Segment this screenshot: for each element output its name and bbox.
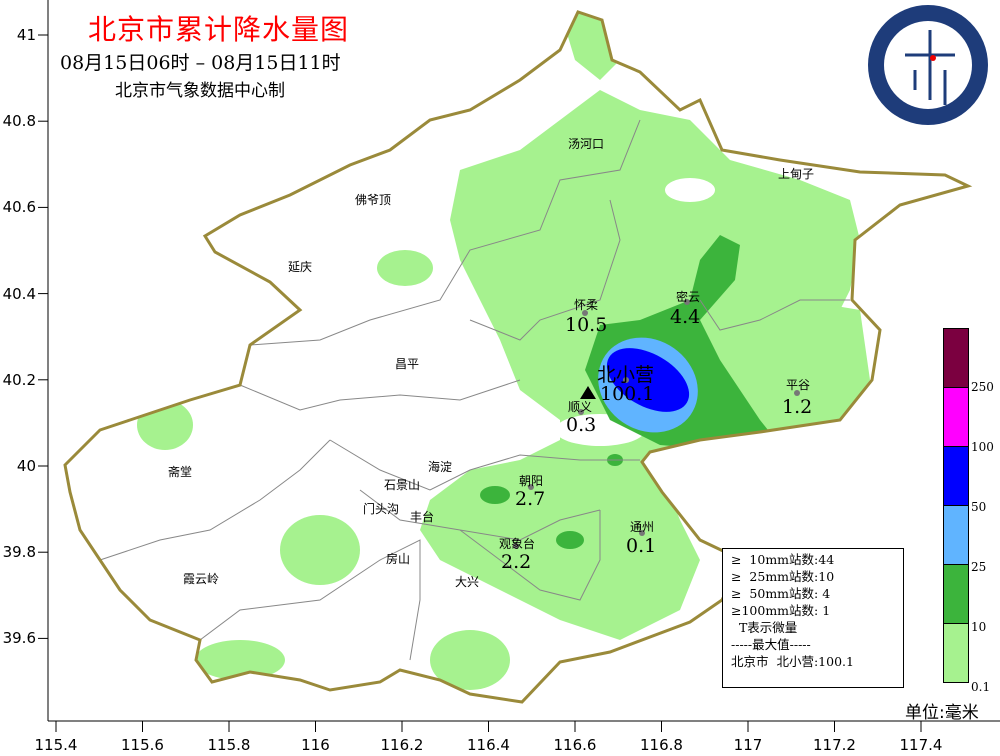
x-tick-label: 116.8	[640, 736, 683, 754]
place-label: 延庆	[288, 260, 313, 274]
axis-ticks	[38, 34, 922, 732]
station-value: 10.5	[565, 314, 608, 336]
station-value: 2.7	[515, 488, 546, 510]
rain-0.1-10	[560, 12, 620, 80]
x-tick-label: 115.4	[34, 736, 78, 754]
legend-line: ≥ 50mm站数: 4	[731, 586, 831, 601]
max-station-triangle-icon	[580, 386, 596, 399]
colorbar-label: 10	[971, 620, 987, 634]
colorbar-swatch	[943, 447, 969, 506]
x-tick-label: 116.4	[467, 736, 510, 754]
colorbar-label: 100	[971, 440, 994, 454]
station-dots	[513, 299, 800, 549]
station-value: 4.4	[670, 306, 701, 328]
y-tick-label: 40	[16, 457, 36, 475]
map-title: 北京市累计降水量图	[88, 13, 350, 46]
station-value: 2.2	[501, 551, 532, 573]
colorbar-swatch	[943, 328, 969, 388]
stats-legend: ≥ 10mm站数:44 ≥ 25mm站数:10 ≥ 50mm站数: 4 ≥100…	[722, 548, 904, 688]
place-label: 霞云岭	[183, 572, 220, 586]
legend-line: ≥ 10mm站数:44	[731, 552, 835, 567]
district-boundaries	[99, 119, 850, 661]
unit-label: 单位:毫米	[905, 703, 979, 723]
y-tick-label: 41	[16, 26, 36, 44]
place-label: 昌平	[395, 357, 420, 371]
legend-line: 北京市 北小营:100.1	[731, 654, 854, 669]
legend-line: ≥100mm站数: 1	[731, 603, 831, 618]
place-label: 石景山	[384, 478, 421, 492]
station-value: 100.1	[600, 383, 655, 405]
station-name: 观象台	[499, 537, 536, 551]
colorbar-label: 0.1	[971, 680, 991, 694]
rain-0.1-10	[730, 300, 870, 430]
legend-line: T表示微量	[731, 620, 798, 635]
place-label: 斋堂	[168, 465, 193, 479]
rain-10-25	[556, 531, 584, 549]
place-label: 佛爷顶	[355, 193, 392, 207]
x-tick-label: 117.4	[899, 736, 943, 754]
x-tick-label: 117.2	[813, 736, 856, 754]
colorbar-swatch	[943, 624, 969, 683]
place-label: 上甸子	[778, 167, 815, 181]
place-label: 大兴	[455, 575, 480, 589]
colorbar-swatch	[943, 388, 969, 447]
rain-0.1-10	[195, 640, 285, 680]
producer: 北京市气象数据中心制	[115, 81, 285, 101]
colorbar	[943, 328, 969, 688]
station-value: 0.1	[626, 535, 657, 557]
station-name: 平谷	[786, 378, 811, 392]
legend-line: -----最大值-----	[731, 637, 811, 652]
y-tick-label: 39.6	[2, 629, 36, 648]
colorbar-label: 25	[971, 560, 987, 574]
station-name: 密云	[676, 290, 701, 304]
station-value: 0.3	[566, 414, 597, 436]
x-tick-label: 115.6	[121, 736, 164, 754]
station-name: 北小营	[597, 364, 655, 386]
y-tick-label: 40.4	[2, 284, 36, 303]
place-label: 海淀	[428, 460, 453, 474]
time-range: 08月15日06时 – 08月15日11时	[60, 52, 341, 74]
place-label: 汤河口	[568, 137, 605, 151]
rain-50-100	[606, 348, 690, 412]
x-tick-label: 116.6	[553, 736, 597, 754]
station-value: 1.2	[782, 396, 813, 418]
rain-0.1-10	[430, 630, 510, 690]
y-tick-label: 39.8	[2, 543, 36, 562]
legend-line: ≥ 25mm站数:10	[731, 569, 835, 584]
station-name: 朝阳	[519, 474, 544, 488]
colorbar-label: 250	[971, 380, 994, 394]
place-label: 门头沟	[363, 502, 400, 516]
bms-logo	[868, 5, 988, 125]
colorbar-swatch	[943, 506, 969, 565]
y-tick-label: 40.2	[2, 370, 36, 389]
place-label: 丰台	[410, 510, 435, 524]
y-tick-label: 40.8	[2, 112, 36, 131]
rain-10-25	[480, 486, 510, 504]
rain-0.1-10	[280, 515, 360, 585]
place-label: 房山	[386, 552, 411, 566]
y-tick-label: 40.6	[2, 198, 36, 217]
x-tick-label: 115.8	[207, 736, 251, 754]
rainfall-areas	[137, 12, 870, 690]
station-name: 通州	[630, 520, 655, 534]
x-tick-label: 116.2	[380, 736, 424, 754]
colorbar-label: 50	[971, 500, 987, 514]
station-name: 怀柔	[574, 298, 599, 312]
colorbar-swatch	[943, 565, 969, 624]
no-rain-gap	[665, 178, 715, 202]
station-name: 顺义	[568, 400, 593, 414]
x-tick-label: 116	[301, 736, 330, 754]
x-tick-label: 117	[733, 736, 763, 754]
rain-0.1-10	[377, 250, 433, 286]
